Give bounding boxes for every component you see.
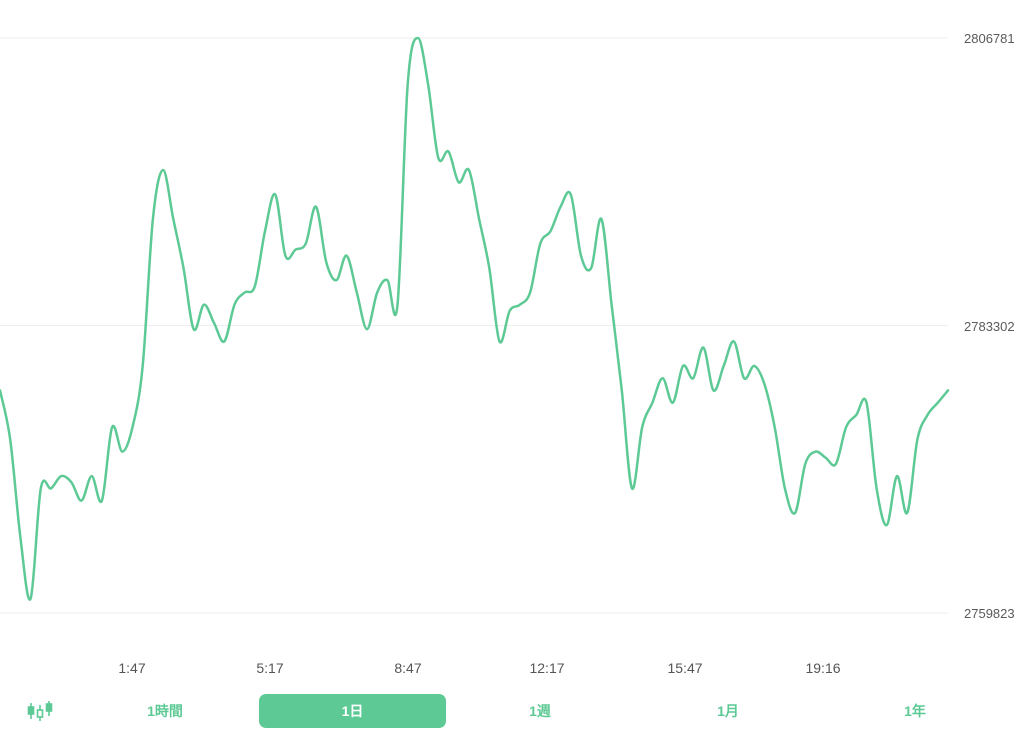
tab-1-hour[interactable]: 1時間 <box>147 703 183 719</box>
tab-1-month[interactable]: 1月 <box>717 703 739 719</box>
x-tick-label: 12:17 <box>529 660 565 676</box>
x-tick-label: 15:47 <box>667 660 703 676</box>
candlestick-chart-button[interactable] <box>26 700 54 722</box>
price-chart <box>0 36 950 614</box>
x-tick-label: 8:47 <box>394 660 422 676</box>
y-tick-label: 2759823 <box>964 606 1015 621</box>
tab-1-week[interactable]: 1週 <box>529 703 551 719</box>
candlestick-icon <box>27 701 53 721</box>
price-line-series <box>0 36 950 601</box>
tab-1-year[interactable]: 1年 <box>904 703 926 719</box>
chart-grid <box>0 37 948 614</box>
x-tick-label: 19:16 <box>805 660 841 676</box>
y-tick-label: 2783302 <box>964 319 1015 334</box>
x-tick-label: 1:47 <box>118 660 146 676</box>
y-tick-label: 2806781 <box>964 31 1015 46</box>
tab-1-day[interactable]: 1日 <box>259 694 446 728</box>
timeframe-bar: 1時間 1日 1週 1月 1年 <box>0 688 1024 736</box>
x-tick-label: 5:17 <box>256 660 284 676</box>
